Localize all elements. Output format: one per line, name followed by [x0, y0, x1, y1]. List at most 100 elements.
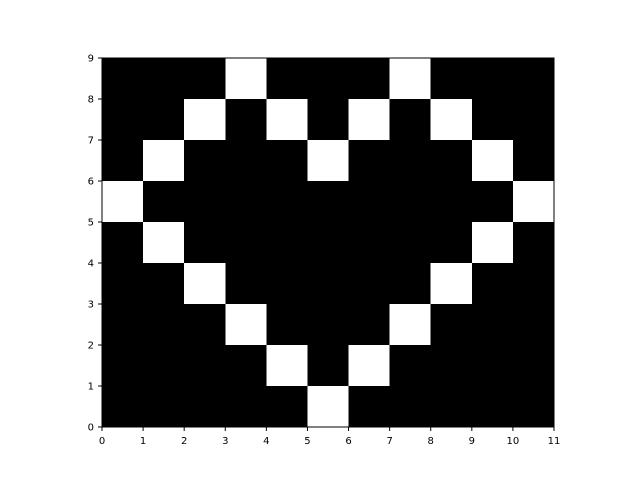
heatmap-cell-r2-c4	[266, 140, 308, 182]
x-tick-label-0: 0	[99, 436, 105, 447]
heatmap-cell-r8-c3	[225, 386, 267, 428]
x-tick-label-10: 10	[507, 436, 520, 447]
heatmap-cell-r8-c0	[102, 386, 144, 428]
y-tick-label-0: 0	[88, 423, 94, 434]
x-tick-label-11: 11	[548, 436, 561, 447]
heatmap-cell-r2-c2	[184, 140, 226, 182]
y-axis: 0 1 2 3 4 5 6 7 8 9	[88, 54, 102, 434]
heatmap-cell-r1-c5	[307, 99, 349, 141]
heatmap-cell-r8-c7	[389, 386, 432, 428]
heatmap-cell-r4-c1	[143, 222, 185, 264]
heatmap-cell-r1-c3	[225, 99, 267, 141]
y-tick-label-3: 3	[88, 300, 94, 311]
heatmap-cell-r0-c7	[389, 58, 432, 100]
heatmap-cell-r5-c9	[471, 263, 514, 305]
heatmap-cell-r7-c2	[184, 345, 226, 387]
heatmap-cell-r0-c0	[102, 58, 144, 100]
heatmap-cell-r5-c8	[430, 263, 473, 305]
x-tick-label-4: 4	[263, 436, 269, 447]
heatmap-cell-r0-c5	[307, 58, 349, 100]
x-axis: 0 1 2 3 4 5 6 7 8 9 10 11	[99, 427, 561, 447]
heatmap-cell-r3-c5	[307, 181, 349, 223]
heatmap-cell-r5-c5	[307, 263, 349, 305]
heatmap-cell-r0-c9	[471, 58, 514, 100]
heatmap-cell-r8-c2	[184, 386, 226, 428]
heatmap-cell-r2-c5	[307, 140, 349, 182]
heatmap-cell-r6-c2	[184, 304, 226, 346]
heatmap-cell-r2-c8	[430, 140, 473, 182]
heatmap-cell-r5-c4	[266, 263, 308, 305]
heatmap-cell-r6-c6	[348, 304, 391, 346]
heatmap-cell-r6-c3	[225, 304, 267, 346]
y-tick-label-5: 5	[88, 218, 94, 229]
heatmap-cell-r3-c4	[266, 181, 308, 223]
heatmap-cell-r7-c5	[307, 345, 349, 387]
heatmap-cell-r7-c7	[389, 345, 432, 387]
heatmap-cell-r6-c8	[430, 304, 473, 346]
heatmap-cell-r1-c2	[184, 99, 226, 141]
y-tick-label-9: 9	[88, 54, 94, 65]
heatmap-cell-r0-c6	[348, 58, 391, 100]
heatmap-cell-r8-c5	[307, 386, 349, 428]
heatmap-cell-r6-c4	[266, 304, 308, 346]
heatmap-cell-r3-c9	[471, 181, 514, 223]
heatmap-cell-r4-c8	[430, 222, 473, 264]
heatmap-cell-r0-c4	[266, 58, 308, 100]
heatmap-cell-r1-c7	[389, 99, 432, 141]
heatmap-cell-r4-c7	[389, 222, 432, 264]
heatmap-cell-r0-c10	[512, 58, 555, 100]
heatmap-cell-r4-c5	[307, 222, 349, 264]
heatmap-cell-r5-c7	[389, 263, 432, 305]
heatmap-cell-r3-c7	[389, 181, 432, 223]
x-tick-label-1: 1	[140, 436, 146, 447]
heatmap-cell-r1-c9	[471, 99, 514, 141]
y-tick-label-8: 8	[88, 95, 94, 106]
heatmap-cell-r4-c6	[348, 222, 391, 264]
heatmap-cell-r0-c3	[225, 58, 267, 100]
heatmap-cell-r1-c10	[512, 99, 555, 141]
heatmap-cell-r2-c6	[348, 140, 391, 182]
heatmap-cell-r8-c10	[512, 386, 555, 428]
heatmap-cell-r4-c9	[471, 222, 514, 264]
heatmap-cell-r2-c10	[512, 140, 555, 182]
heatmap-cell-r2-c9	[471, 140, 514, 182]
y-tick-label-4: 4	[88, 259, 94, 270]
heatmap-cell-r2-c1	[143, 140, 185, 182]
y-tick-label-1: 1	[88, 382, 94, 393]
heatmap-cell-r7-c6	[348, 345, 391, 387]
heatmap-cell-r8-c1	[143, 386, 185, 428]
heatmap-cell-r5-c2	[184, 263, 226, 305]
heatmap-cell-r8-c4	[266, 386, 308, 428]
heatmap-cell-r5-c6	[348, 263, 391, 305]
y-tick-label-7: 7	[88, 136, 94, 147]
heatmap-cell-r5-c1	[143, 263, 185, 305]
y-tick-label-2: 2	[88, 341, 94, 352]
heatmap-cell-r4-c3	[225, 222, 267, 264]
heatmap-cell-r8-c9	[471, 386, 514, 428]
heatmap-cell-r1-c1	[143, 99, 185, 141]
heatmap-cell-r6-c9	[471, 304, 514, 346]
heatmap-cell-r7-c10	[512, 345, 555, 387]
heatmap-cell-r0-c8	[430, 58, 473, 100]
heatmap-cell-r4-c4	[266, 222, 308, 264]
heatmap-cell-r8-c6	[348, 386, 391, 428]
heatmap-cell-r6-c7	[389, 304, 432, 346]
heatmap-cell-r6-c10	[512, 304, 555, 346]
x-tick-label-8: 8	[428, 436, 434, 447]
x-tick-label-6: 6	[345, 436, 351, 447]
heatmap-cell-r7-c3	[225, 345, 267, 387]
heatmap-cell-r6-c1	[143, 304, 185, 346]
heatmap-cell-r2-c0	[102, 140, 144, 182]
heatmap-cell-r3-c0	[102, 181, 144, 223]
heatmap-cell-r7-c4	[266, 345, 308, 387]
heatmap-cells	[102, 58, 555, 428]
heatmap-cell-r4-c10	[512, 222, 555, 264]
heatmap-cell-r1-c6	[348, 99, 391, 141]
x-tick-label-7: 7	[386, 436, 392, 447]
heatmap-cell-r3-c3	[225, 181, 267, 223]
heatmap-cell-r2-c3	[225, 140, 267, 182]
x-tick-label-2: 2	[181, 436, 187, 447]
x-tick-label-5: 5	[304, 436, 310, 447]
heatmap-cell-r3-c1	[143, 181, 185, 223]
